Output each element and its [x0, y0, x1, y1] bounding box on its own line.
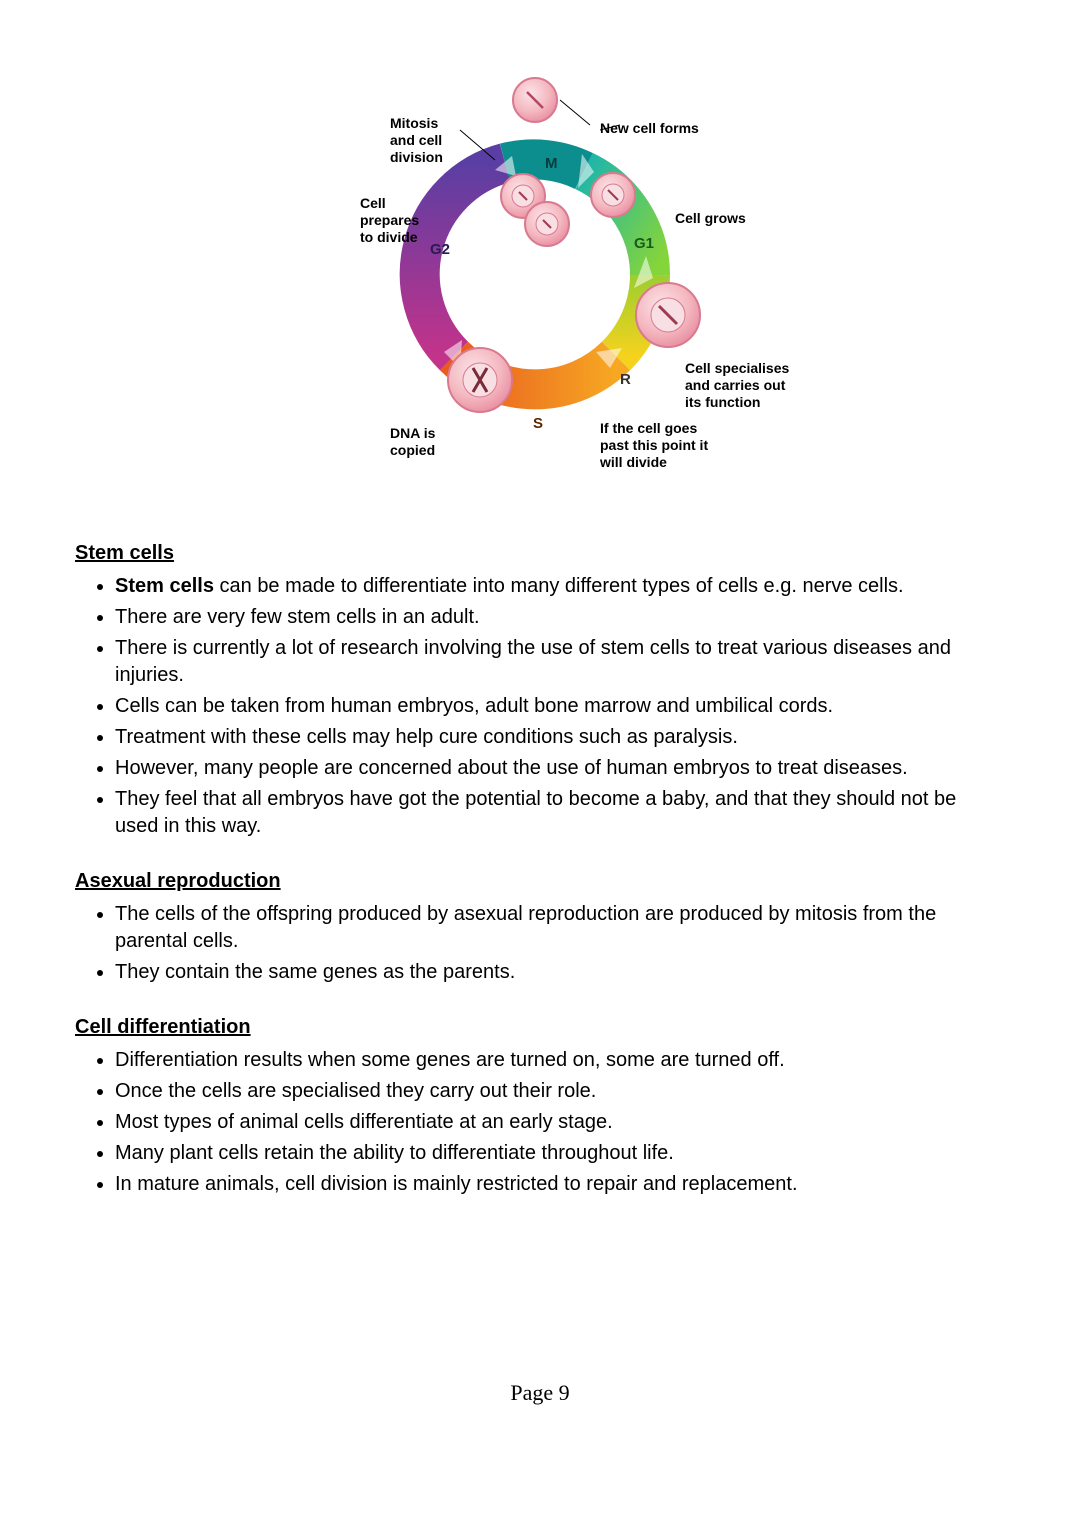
list-item: There are very few stem cells in an adul… [115, 604, 1005, 631]
label-prepares: Cell prepares to divide [360, 195, 419, 245]
cell-cycle-diagram: Mitosis and cell division New cell forms… [290, 60, 790, 490]
bullet-text: can be made to differentiate into many d… [214, 575, 904, 597]
list-stem-cells: Stem cells can be made to differentiate … [75, 573, 1005, 840]
list-asexual: The cells of the offspring produced by a… [75, 901, 1005, 986]
phase-G1: G1 [634, 234, 654, 254]
label-new-cell: New cell forms [600, 120, 699, 137]
list-item: There is currently a lot of research inv… [115, 635, 1005, 689]
heading-stem-cells: Stem cells [75, 540, 1005, 567]
list-item: However, many people are concerned about… [115, 755, 1005, 782]
list-item: Most types of animal cells differentiate… [115, 1109, 1005, 1136]
list-item: They feel that all embryos have got the … [115, 786, 1005, 840]
list-differentiation: Differentiation results when some genes … [75, 1047, 1005, 1198]
list-item: Differentiation results when some genes … [115, 1047, 1005, 1074]
phase-M: M [545, 154, 558, 174]
phase-R: R [620, 370, 631, 390]
phase-S: S [533, 414, 543, 434]
page-number: Page 9 [75, 1378, 1005, 1408]
bold-lead: Stem cells [115, 575, 214, 597]
list-item: Once the cells are specialised they carr… [115, 1078, 1005, 1105]
label-specialises: Cell specialises and carries out its fun… [685, 360, 789, 410]
list-item: Many plant cells retain the ability to d… [115, 1140, 1005, 1167]
list-item: Treatment with these cells may help cure… [115, 724, 1005, 751]
list-item: The cells of the offspring produced by a… [115, 901, 1005, 955]
list-item: Cells can be taken from human embryos, a… [115, 693, 1005, 720]
phase-G2: G2 [430, 240, 450, 260]
label-grows: Cell grows [675, 210, 746, 227]
list-item: In mature animals, cell division is main… [115, 1171, 1005, 1198]
list-item: They contain the same genes as the paren… [115, 959, 1005, 986]
label-past-point: If the cell goes past this point it will… [600, 420, 708, 470]
label-mitosis: Mitosis and cell division [390, 115, 443, 165]
list-item: Stem cells can be made to differentiate … [115, 573, 1005, 600]
cell-cycle-diagram-container: Mitosis and cell division New cell forms… [75, 60, 1005, 490]
label-dna-copied: DNA is copied [390, 425, 435, 459]
heading-differentiation: Cell differentiation [75, 1014, 1005, 1041]
heading-asexual: Asexual reproduction [75, 868, 1005, 895]
